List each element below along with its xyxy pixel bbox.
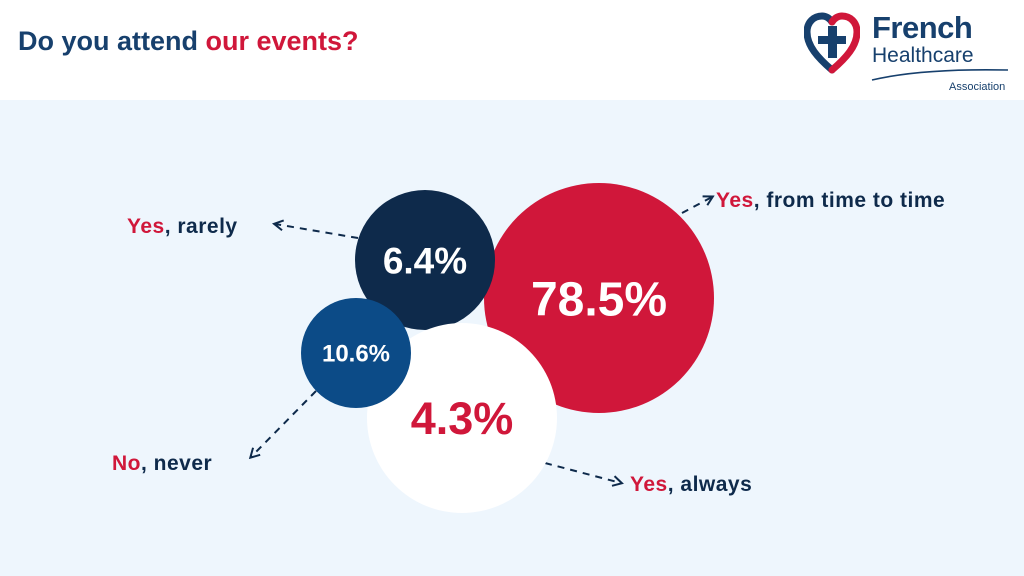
category-labels: Yes, from time to time Yes, rarely No, nev… — [112, 189, 945, 496]
heart-cross-icon — [804, 12, 860, 74]
value-label-yes-rarely: 6.4% — [383, 240, 467, 281]
logo-swoosh — [871, 68, 1009, 81]
title-highlight: our events — [205, 26, 343, 56]
arrow-yes-always — [544, 462, 621, 483]
value-label-no-never: 10.6% — [322, 341, 390, 368]
arrow-yes-from-time-to-time — [681, 197, 712, 214]
arrow-no-never — [251, 390, 317, 457]
category-label-no-never: No, never — [112, 452, 212, 475]
header: Do you attend our events? French Healthc… — [0, 0, 1024, 100]
value-label-yes-always: 4.3% — [411, 393, 514, 444]
logo-text-association: Association — [949, 81, 1006, 93]
category-label-yes-rarely: Yes, rarely — [127, 215, 238, 238]
bubble-yes-rarely — [355, 190, 495, 330]
category-label-yes-from-time-to-time: Yes, from time to time — [716, 189, 945, 212]
arrow-yes-rarely — [275, 224, 359, 239]
bubbles: 78.5% 6.4% 4.3% 10.6% — [301, 183, 714, 513]
category-label-yes-always: Yes, always — [630, 473, 752, 496]
bubble-chart: 78.5% 6.4% 4.3% 10.6% Yes, from time to tim… — [112, 183, 945, 513]
page-title: Do you attend our events? — [18, 26, 359, 57]
chart-area: 78.5% 6.4% 4.3% 10.6% Yes, from time to tim… — [0, 100, 1024, 576]
value-label-yes-from-time-to-time: 78.5% — [531, 273, 667, 326]
bubble-yes-always — [367, 323, 557, 513]
title-part-1: Do you attend — [18, 26, 206, 56]
logo-text-french: French — [872, 10, 973, 45]
logo: French Healthcare Association — [804, 8, 1014, 96]
logo-text-healthcare: Healthcare — [872, 44, 974, 67]
arrows — [251, 197, 712, 483]
title-question-mark: ? — [342, 26, 359, 56]
bubble-yes-from-time-to-time — [484, 183, 714, 413]
bubble-no-never — [301, 298, 411, 408]
